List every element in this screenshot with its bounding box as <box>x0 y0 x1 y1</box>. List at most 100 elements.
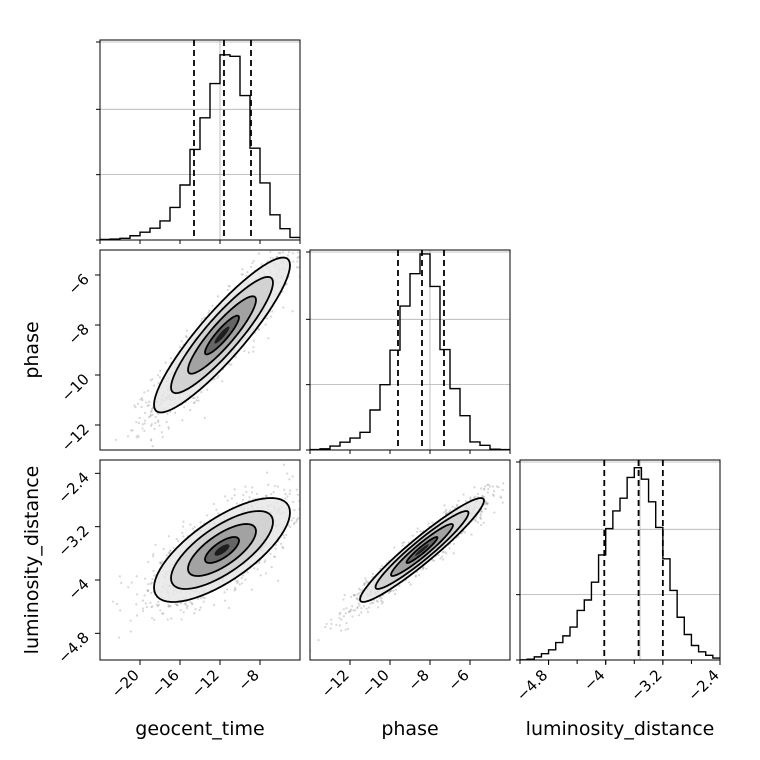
density-fill <box>214 544 230 556</box>
sample-point <box>267 337 270 340</box>
histogram-bin <box>160 221 170 240</box>
sample-point <box>364 577 367 580</box>
sample-point <box>495 485 498 488</box>
sample-point <box>150 423 153 426</box>
sample-point <box>170 617 173 620</box>
phase-x-tick-label: −10 <box>358 666 393 701</box>
sample-point <box>217 374 220 378</box>
histogram-1 <box>310 250 510 450</box>
histogram-bin <box>549 650 556 660</box>
sample-point <box>359 588 362 591</box>
sample-point <box>176 603 179 607</box>
sample-point <box>347 627 350 630</box>
sample-point <box>295 488 298 491</box>
sample-point <box>175 604 179 607</box>
sample-point <box>198 608 201 612</box>
sample-point <box>389 590 392 593</box>
sample-point <box>411 534 414 537</box>
sample-point <box>157 420 160 423</box>
sample-point <box>484 500 487 503</box>
sample-point <box>150 410 153 414</box>
sample-point <box>462 493 465 496</box>
sample-point <box>257 328 260 331</box>
sample-point <box>145 401 148 404</box>
density-panel-3 <box>114 232 325 448</box>
sample-point <box>249 265 253 268</box>
sample-point <box>263 560 266 564</box>
histogram-step-0 <box>100 54 300 240</box>
sample-point <box>479 517 483 520</box>
sample-point <box>165 420 168 424</box>
sample-point <box>464 500 468 503</box>
sample-point <box>154 415 157 419</box>
sample-point <box>247 351 250 354</box>
sample-point <box>167 551 170 554</box>
sample-point <box>343 594 346 597</box>
sample-point <box>277 579 280 582</box>
sample-point <box>265 471 269 474</box>
sample-point <box>282 463 286 466</box>
sample-point <box>267 247 269 249</box>
sample-point <box>287 243 289 245</box>
sample-point <box>143 422 146 425</box>
sample-point <box>235 502 239 505</box>
sample-point <box>394 592 397 596</box>
histogram-bin <box>627 477 634 660</box>
sample-point <box>357 598 360 601</box>
sample-point <box>279 542 283 546</box>
sample-point <box>481 510 484 513</box>
sample-point <box>146 589 150 592</box>
histogram-bin <box>280 229 290 240</box>
sample-point <box>157 381 160 384</box>
phase-x-tick-label: −12 <box>318 666 353 701</box>
sample-point <box>146 589 149 593</box>
sample-point <box>206 388 209 391</box>
sample-point <box>156 605 159 608</box>
sample-point <box>372 601 375 604</box>
sample-point <box>141 423 144 426</box>
histogram-bin <box>170 207 180 240</box>
sample-point <box>393 546 396 549</box>
sample-point <box>135 614 138 617</box>
sample-point <box>156 374 160 377</box>
sample-point <box>149 439 153 442</box>
sample-point <box>252 259 255 263</box>
sample-point <box>159 561 162 564</box>
sample-point <box>289 489 292 492</box>
sample-point <box>146 589 149 592</box>
sample-point <box>130 429 133 432</box>
sample-point <box>349 608 353 611</box>
sample-point <box>148 400 151 404</box>
histogram-bin <box>641 479 648 660</box>
sample-point <box>357 614 361 617</box>
sample-point <box>345 607 348 610</box>
sample-point <box>157 419 160 422</box>
histogram-bin <box>350 438 360 450</box>
sample-point <box>492 493 495 496</box>
sample-point <box>120 581 123 585</box>
sample-point <box>307 525 309 527</box>
sample-point <box>160 431 164 434</box>
sample-point <box>161 560 164 563</box>
sample-point <box>211 304 214 307</box>
geocent-x-tick-label: −8 <box>234 666 262 694</box>
sample-point <box>323 232 325 234</box>
sample-point <box>114 438 117 442</box>
sample-point <box>149 413 152 417</box>
histogram-bin <box>480 445 490 450</box>
sample-point <box>281 545 284 549</box>
density-fill <box>214 326 230 344</box>
sample-point <box>342 615 345 618</box>
sample-point <box>153 574 156 577</box>
sample-point <box>484 507 487 510</box>
sample-point <box>445 552 448 555</box>
sample-point <box>216 295 219 298</box>
sample-point <box>143 391 146 394</box>
sample-point <box>167 535 170 538</box>
sample-point <box>476 521 479 524</box>
sample-point <box>344 612 347 615</box>
sample-point <box>476 492 480 496</box>
sample-point <box>272 257 275 260</box>
sample-point <box>351 615 354 618</box>
sample-point <box>455 503 459 506</box>
